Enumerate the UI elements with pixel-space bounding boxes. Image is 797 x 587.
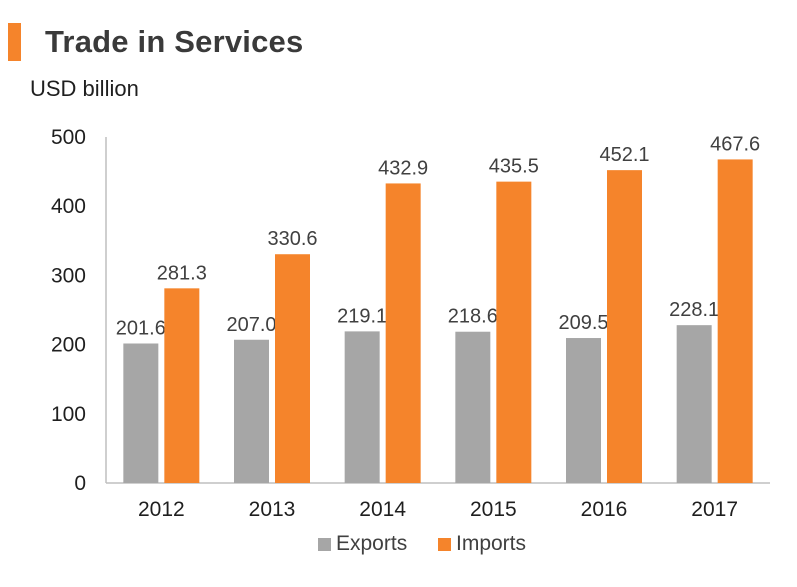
imports-bar [496, 181, 532, 483]
exports-bar [676, 325, 712, 483]
y-axis-unit-label: USD billion [30, 76, 139, 101]
imports-bar [164, 288, 200, 483]
exports-data-label: 201.6 [116, 317, 166, 339]
exports-bar [455, 331, 491, 483]
y-tick-label: 200 [51, 334, 86, 357]
exports-data-label: 228.1 [669, 299, 719, 321]
legend-label-imports: Imports [456, 532, 526, 555]
imports-data-label: 432.9 [378, 157, 428, 179]
chart-title: Trade in Services [45, 24, 304, 59]
imports-data-label: 281.3 [157, 262, 207, 284]
x-tick-label: 2015 [470, 498, 517, 521]
exports-data-label: 209.5 [558, 312, 608, 334]
exports-bar [566, 338, 601, 483]
imports-data-label: 452.1 [599, 144, 649, 166]
imports-bar [607, 170, 642, 484]
imports-data-label: 467.6 [710, 133, 760, 155]
legend-swatch-exports [318, 538, 331, 551]
imports-data-label: 330.6 [267, 228, 317, 250]
imports-bar [275, 254, 310, 483]
exports-bar [234, 339, 269, 483]
y-tick-label: 0 [74, 472, 86, 495]
x-tick-label: 2017 [691, 498, 738, 521]
exports-bar [344, 331, 380, 483]
imports-bar [717, 159, 753, 483]
exports-data-label: 218.6 [448, 306, 498, 328]
legend-swatch-imports [438, 538, 451, 551]
y-tick-label: 300 [51, 264, 86, 287]
x-tick-label: 2012 [138, 498, 185, 521]
exports-data-label: 219.1 [337, 305, 387, 327]
x-tick-label: 2014 [359, 498, 406, 521]
x-tick-label: 2016 [581, 498, 628, 521]
y-tick-label: 400 [51, 195, 86, 218]
imports-bar [385, 183, 421, 483]
x-tick-label: 2013 [249, 498, 296, 521]
y-tick-label: 500 [51, 126, 86, 149]
exports-data-label: 207.0 [226, 314, 276, 336]
title-accent-bar [8, 23, 21, 61]
y-tick-label: 100 [51, 403, 86, 426]
legend-label-exports: Exports [336, 532, 407, 555]
imports-data-label: 435.5 [489, 156, 539, 178]
title-block: Trade in Services [8, 22, 303, 62]
exports-bar [123, 343, 159, 483]
